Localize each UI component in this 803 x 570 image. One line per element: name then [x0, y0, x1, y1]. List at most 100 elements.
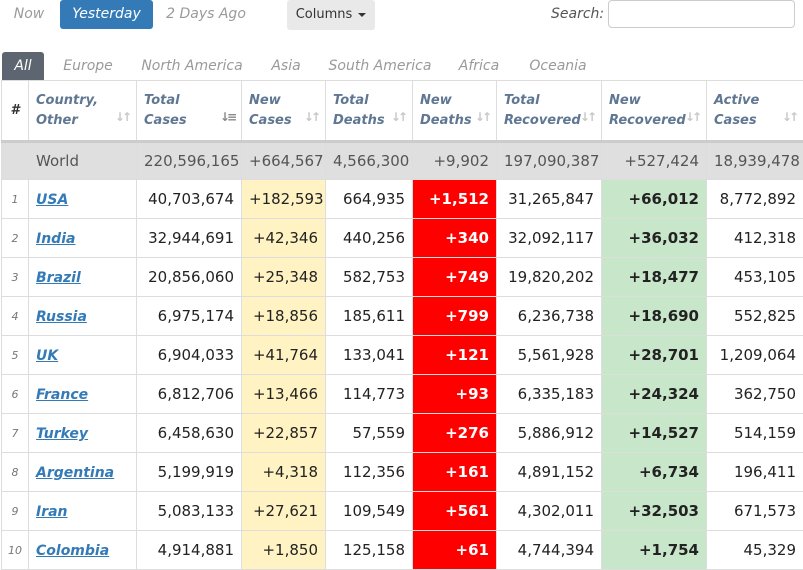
total-recovered-cell: 31,265,847 — [496, 179, 602, 219]
new-recovered-cell: +18,477 — [601, 257, 707, 297]
header-total-cases-line2: Cases — [144, 112, 187, 128]
world-active-cases: 18,939,478 — [706, 140, 803, 180]
columns-button[interactable]: Columns — [287, 0, 375, 30]
new-recovered-cell: +14,527 — [601, 413, 707, 453]
caret-down-icon — [358, 12, 367, 17]
region-tabs: All Europe North America Asia South Amer… — [0, 52, 803, 80]
row-num: 5 — [1, 335, 29, 375]
sort-icon: ↓↑ — [781, 110, 799, 124]
active-cases-cell: 196,411 — [706, 452, 803, 492]
country-link[interactable]: USA — [36, 192, 69, 208]
header-total-recovered-line1: Total — [504, 92, 540, 108]
table-row: 10 Colombia 4,914,881 +1,850 125,158 +61 4,744… — [1, 530, 803, 570]
new-recovered-cell: +1,754 — [601, 530, 707, 570]
country-link[interactable]: UK — [36, 348, 59, 364]
total-cases-cell: 4,914,881 — [136, 530, 242, 570]
table-row: 1 USA 40,703,674 +182,593 664,935 +1,512 31,26… — [1, 179, 803, 219]
total-deaths-cell: 185,611 — [325, 296, 413, 336]
new-recovered-cell: +28,701 — [601, 335, 707, 375]
total-recovered-cell: 19,820,202 — [496, 257, 602, 297]
total-deaths-cell: 664,935 — [325, 179, 413, 219]
header-active-cases[interactable]: Active Cases ↓↑ — [706, 80, 803, 142]
new-cases-cell: +27,621 — [241, 491, 326, 531]
new-cases-cell: +182,593 — [241, 179, 326, 219]
header-num: # — [1, 80, 29, 142]
country-name: Colombia — [28, 530, 137, 570]
search-input[interactable] — [608, 0, 795, 28]
total-cases-cell: 40,703,674 — [136, 179, 242, 219]
table-row: 9 Iran 5,083,133 +27,621 109,549 +561 4,302,01… — [1, 491, 803, 531]
world-total-deaths: 4,566,300 — [325, 140, 413, 180]
columns-button-label: Columns — [295, 7, 353, 22]
country-name: Argentina — [28, 452, 137, 492]
country-name: Russia — [28, 296, 137, 336]
country-name: India — [28, 218, 137, 258]
tab-oceania[interactable]: Oceania — [529, 58, 587, 74]
new-deaths-cell: +93 — [412, 374, 497, 414]
new-recovered-cell: +36,032 — [601, 218, 707, 258]
country-link[interactable]: India — [36, 231, 76, 247]
country-link[interactable]: Russia — [36, 309, 87, 325]
header-country[interactable]: Country, Other ↓↑ — [28, 80, 137, 142]
day-option-yesterday[interactable]: Yesterday — [60, 0, 153, 29]
new-deaths-cell: +161 — [412, 452, 497, 492]
header-total-deaths-line1: Total — [333, 92, 369, 108]
active-cases-cell: 8,772,892 — [706, 179, 803, 219]
row-num: 4 — [1, 296, 29, 336]
new-cases-cell: +22,857 — [241, 413, 326, 453]
world-num — [1, 140, 29, 180]
total-cases-cell: 20,856,060 — [136, 257, 242, 297]
new-cases-cell: +18,856 — [241, 296, 326, 336]
country-link[interactable]: Brazil — [36, 270, 81, 286]
world-name: World — [28, 140, 137, 180]
country-link[interactable]: Argentina — [36, 465, 115, 481]
header-country-line2: Other — [36, 112, 78, 128]
header-new-recovered-line1: New — [609, 92, 641, 108]
active-cases-cell: 514,159 — [706, 413, 803, 453]
active-cases-cell: 552,825 — [706, 296, 803, 336]
world-new-deaths: +9,902 — [412, 140, 497, 180]
header-total-cases[interactable]: Total Cases ↓≡ — [136, 80, 242, 142]
row-num: 9 — [1, 491, 29, 531]
header-num-label: # — [10, 102, 20, 118]
new-cases-cell: +41,764 — [241, 335, 326, 375]
header-total-recovered[interactable]: Total Recovered ↓↑ — [496, 80, 602, 142]
active-cases-cell: 671,573 — [706, 491, 803, 531]
country-link[interactable]: Iran — [36, 504, 68, 520]
new-deaths-cell: +749 — [412, 257, 497, 297]
country-link[interactable]: Turkey — [36, 426, 89, 442]
header-total-deaths-line2: Deaths — [333, 112, 385, 128]
total-deaths-cell: 112,356 — [325, 452, 413, 492]
country-link[interactable]: France — [36, 387, 89, 403]
row-num: 6 — [1, 374, 29, 414]
country-name: Iran — [28, 491, 137, 531]
header-new-recovered[interactable]: New Recovered ↓↑ — [601, 80, 707, 142]
tab-africa[interactable]: Africa — [458, 58, 500, 74]
total-deaths-cell: 440,256 — [325, 218, 413, 258]
tab-all[interactable]: All — [2, 52, 44, 80]
tab-north-america[interactable]: North America — [141, 58, 243, 74]
new-deaths-cell: +340 — [412, 218, 497, 258]
new-deaths-cell: +799 — [412, 296, 497, 336]
header-new-cases[interactable]: New Cases ↓↑ — [241, 80, 326, 142]
country-name: France — [28, 374, 137, 414]
tab-europe[interactable]: Europe — [63, 58, 113, 74]
total-cases-cell: 6,812,706 — [136, 374, 242, 414]
tab-asia[interactable]: Asia — [271, 58, 301, 74]
header-active-cases-line1: Active — [714, 92, 760, 108]
total-deaths-cell: 125,158 — [325, 530, 413, 570]
day-option-2-days-ago[interactable]: 2 Days Ago — [166, 6, 246, 22]
header-total-deaths[interactable]: Total Deaths ↓↑ — [325, 80, 413, 142]
row-num: 2 — [1, 218, 29, 258]
new-deaths-cell: +1,512 — [412, 179, 497, 219]
country-link[interactable]: Colombia — [36, 543, 110, 559]
total-recovered-cell: 4,302,011 — [496, 491, 602, 531]
total-cases-cell: 5,083,133 — [136, 491, 242, 531]
tab-south-america[interactable]: South America — [328, 58, 432, 74]
table-row: 6 France 6,812,706 +13,466 114,773 +93 6,335,1… — [1, 374, 803, 414]
day-option-now[interactable]: Now — [13, 6, 45, 22]
new-deaths-cell: +61 — [412, 530, 497, 570]
sort-desc-icon: ↓≡ — [219, 110, 237, 124]
sort-icon: ↓↑ — [114, 110, 132, 124]
header-new-deaths[interactable]: New Deaths ↓↑ — [412, 80, 497, 142]
